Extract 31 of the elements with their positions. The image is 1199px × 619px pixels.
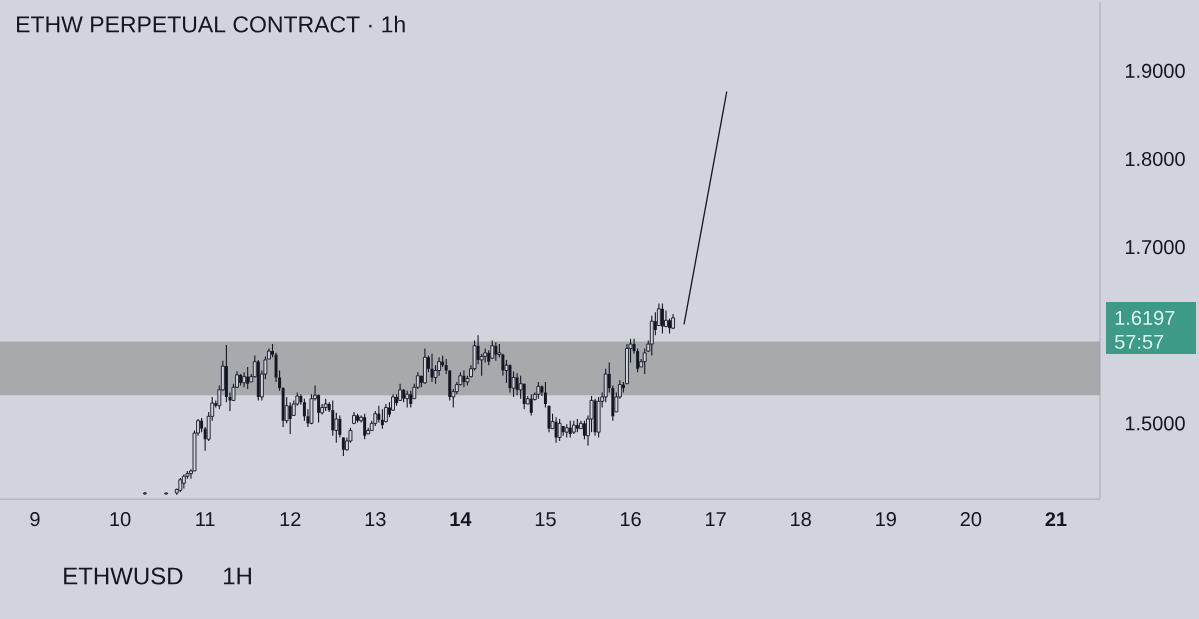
candlestick bbox=[331, 399, 335, 437]
y-tick-label: 1.8000 bbox=[1125, 151, 1185, 167]
x-tick-label: 18 bbox=[791, 512, 811, 527]
x-tick-label: 14 bbox=[450, 512, 472, 527]
x-tick-label: 9 bbox=[30, 512, 40, 527]
x-tick-label: 20 bbox=[960, 512, 982, 527]
candlestick bbox=[288, 401, 292, 435]
candlestick bbox=[660, 302, 664, 335]
y-tick-label: 1.5000 bbox=[1125, 416, 1185, 431]
candlestick bbox=[380, 408, 384, 430]
x-tick-label: 19 bbox=[876, 512, 896, 527]
candlestick bbox=[518, 375, 523, 400]
x-tick-label: 12 bbox=[280, 512, 301, 527]
text: ETHWUSD bbox=[64, 567, 183, 585]
text: 1H bbox=[224, 567, 251, 585]
x-tick-label: 10 bbox=[110, 512, 131, 527]
x-tick-label: 15 bbox=[535, 512, 556, 527]
candlestick bbox=[522, 383, 526, 410]
x-tick-label: 21 bbox=[1045, 512, 1067, 527]
candlestick bbox=[668, 317, 671, 335]
text: 1.6197 bbox=[1115, 310, 1175, 325]
text: 57:57 bbox=[1114, 334, 1164, 349]
chart-title: ETHW PERPETUAL CONTRACT · 1h bbox=[17, 15, 405, 33]
x-tick-label: 13 bbox=[365, 512, 386, 527]
y-tick-label: 1.9000 bbox=[1125, 63, 1185, 78]
candlestick bbox=[341, 436, 345, 457]
candlestick bbox=[338, 414, 342, 439]
x-tick-label: 16 bbox=[620, 512, 641, 527]
x-tick-label: 11 bbox=[196, 512, 215, 527]
y-tick-label: 1.7000 bbox=[1125, 240, 1185, 255]
x-tick-label: 17 bbox=[706, 512, 726, 527]
